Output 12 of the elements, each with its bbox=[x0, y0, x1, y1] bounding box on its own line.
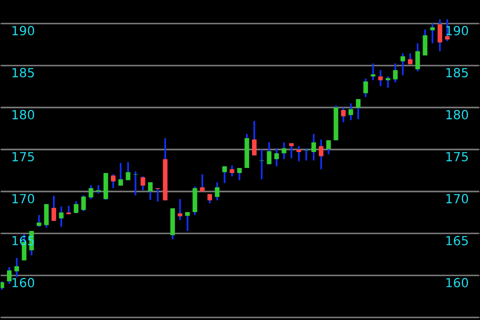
y-tick-label: 160 bbox=[12, 278, 34, 288]
y2-tick-label: 160 bbox=[446, 278, 468, 288]
y2-tick-label: 180 bbox=[446, 110, 468, 120]
y2-tick-label: 170 bbox=[446, 194, 468, 204]
y-tick-label: 180 bbox=[12, 110, 34, 120]
y-tick-label: 175 bbox=[12, 152, 34, 162]
y2-tick-label: 185 bbox=[446, 68, 468, 78]
y-tick-label: 170 bbox=[12, 194, 34, 204]
y2-tick-label: 165 bbox=[446, 236, 468, 246]
y2-tick-label: 175 bbox=[446, 152, 468, 162]
y-tick-label: 190 bbox=[12, 26, 34, 36]
y-tick-label: 185 bbox=[12, 68, 34, 78]
